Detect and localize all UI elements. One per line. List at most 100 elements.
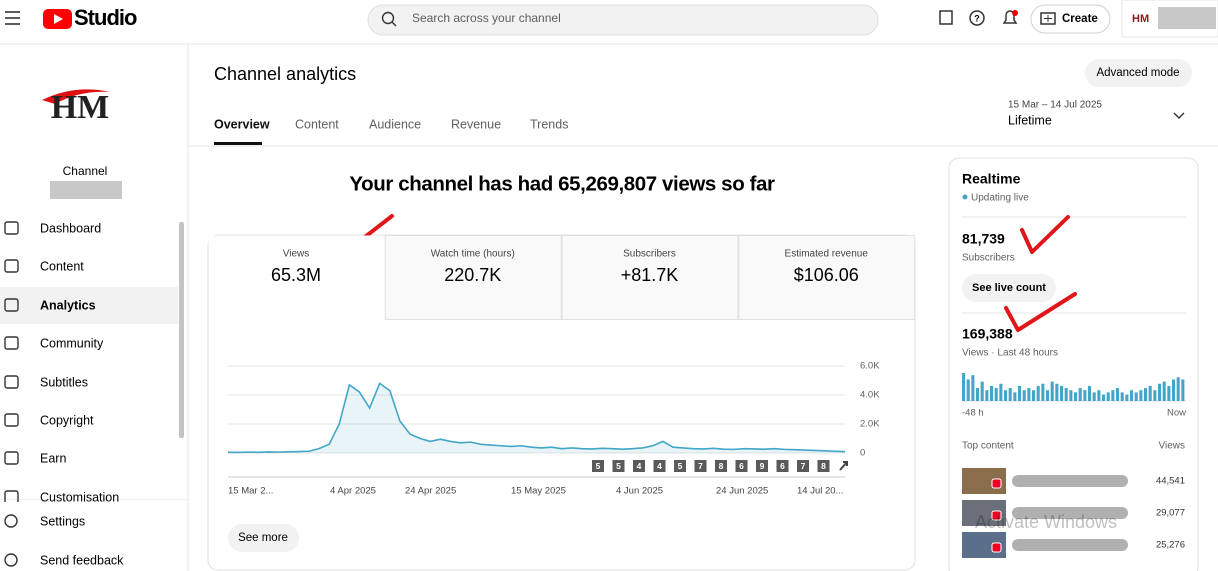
nav-icon[interactable] <box>4 451 19 465</box>
metric-label: Views <box>283 249 310 260</box>
video-marker[interactable] <box>797 460 809 472</box>
realtime-bar <box>1139 390 1143 401</box>
nav-item[interactable]: Dashboard <box>40 221 101 235</box>
nav-item[interactable]: Subtitles <box>40 375 88 389</box>
nav-icon[interactable] <box>4 413 19 427</box>
video-marker[interactable] <box>653 460 666 472</box>
marker-more[interactable] <box>839 461 848 471</box>
realtime-bar <box>1181 379 1185 401</box>
nav-item[interactable]: Community <box>40 336 104 350</box>
nav-icon[interactable] <box>4 336 19 350</box>
video-marker[interactable] <box>756 460 768 472</box>
video-marker[interactable] <box>612 460 625 472</box>
nav-icon[interactable] <box>4 375 19 389</box>
realtime-bar <box>1069 390 1073 401</box>
video-marker-count: 5 <box>596 461 601 471</box>
metric-value: +81.7K <box>621 265 679 285</box>
advanced-mode-button[interactable] <box>1085 59 1192 87</box>
metric-tile[interactable] <box>384 235 562 320</box>
y-tick-label: 0 <box>860 448 865 459</box>
realtime-bar <box>1111 390 1115 401</box>
metric-value: 65.3M <box>271 265 321 285</box>
realtime-views-label: Views · Last 48 hours <box>962 348 1058 359</box>
row-views: 25,276 <box>1156 540 1185 551</box>
realtime-bar <box>976 388 980 401</box>
realtime-bar <box>1064 388 1068 401</box>
top-content-title: Top content <box>962 441 1014 452</box>
feedback-icon[interactable] <box>939 10 953 25</box>
metric-tile[interactable] <box>738 235 916 320</box>
nav-active-bg <box>0 287 178 324</box>
advanced-mode-label: Advanced mode <box>1096 67 1179 79</box>
video-marker[interactable] <box>735 460 748 472</box>
video-marker[interactable] <box>817 460 830 472</box>
realtime-subscribers-label: Subscribers <box>962 253 1015 264</box>
nav-item[interactable]: Send feedback <box>40 553 124 567</box>
nav-item[interactable]: Customisation <box>40 490 119 504</box>
nav-icon[interactable] <box>4 221 19 235</box>
realtime-bar <box>971 375 975 401</box>
realtime-bar <box>999 383 1003 401</box>
tab[interactable]: Overview <box>214 117 270 131</box>
tab[interactable]: Revenue <box>451 117 501 131</box>
menu-icon[interactable] <box>5 11 20 25</box>
y-tick-label: 2.0K <box>860 419 880 430</box>
help-icon[interactable] <box>969 10 985 26</box>
metric-tile[interactable] <box>561 235 739 320</box>
video-marker-count: 6 <box>739 461 744 471</box>
channel-label: Channel <box>63 164 108 178</box>
realtime-bar <box>1116 388 1120 401</box>
page-title: Channel analytics <box>214 64 356 84</box>
date-range: 15 Mar – 14 Jul 2025 <box>1008 100 1102 111</box>
realtime-bar <box>1046 390 1050 401</box>
realtime-bar <box>1074 392 1078 401</box>
tab[interactable]: Audience <box>369 117 421 131</box>
realtime-bar <box>1120 392 1124 401</box>
realtime-bar <box>980 381 984 401</box>
see-live-count-button[interactable] <box>962 274 1056 302</box>
metric-tile[interactable] <box>208 235 385 322</box>
video-marker[interactable] <box>694 460 707 472</box>
nav-item[interactable]: Earn <box>40 451 66 465</box>
realtime-views: 169,388 <box>962 326 1013 342</box>
nav-icon[interactable] <box>4 514 18 528</box>
realtime-bar <box>1144 388 1148 401</box>
video-marker-count: 8 <box>719 461 724 471</box>
nav-item[interactable]: Settings <box>40 514 85 528</box>
tab[interactable]: Trends <box>530 117 568 131</box>
realtime-bar <box>1060 385 1064 401</box>
nav-item[interactable]: Copyright <box>40 413 94 427</box>
video-marker[interactable] <box>674 460 686 472</box>
metric-label: Subscribers <box>623 249 676 260</box>
nav-item[interactable]: Content <box>40 259 84 273</box>
nav-icon[interactable] <box>4 553 18 567</box>
video-marker-count: 7 <box>698 461 703 471</box>
notifications-icon[interactable] <box>1002 10 1018 24</box>
metric-value: 220.7K <box>444 265 501 285</box>
period-dropdown[interactable] <box>1173 112 1185 119</box>
tab-underline <box>214 142 262 145</box>
realtime-bar <box>1148 385 1152 401</box>
tab[interactable]: Content <box>295 117 339 131</box>
see-more-button[interactable] <box>228 524 299 552</box>
search-box[interactable] <box>367 4 879 36</box>
create-button[interactable] <box>1030 4 1111 34</box>
realtime-bar <box>1162 381 1166 401</box>
scrollbar[interactable] <box>179 222 184 438</box>
channel-logo <box>42 89 110 104</box>
nav-item[interactable]: Analytics <box>40 298 96 312</box>
video-marker[interactable] <box>776 460 789 472</box>
svg-text:HM: HM <box>51 89 110 126</box>
realtime-title: Realtime <box>962 171 1021 187</box>
nav-icon[interactable] <box>4 259 19 273</box>
realtime-bar <box>1004 390 1008 401</box>
video-marker[interactable] <box>633 460 645 472</box>
video-marker[interactable] <box>592 460 604 472</box>
video-marker[interactable] <box>715 460 727 472</box>
play-glyph <box>54 14 63 24</box>
realtime-bar <box>1176 377 1180 401</box>
realtime-bar <box>990 385 994 401</box>
nav-icon[interactable] <box>4 298 19 312</box>
realtime-bar <box>966 379 970 401</box>
redacted-title <box>1012 475 1128 487</box>
